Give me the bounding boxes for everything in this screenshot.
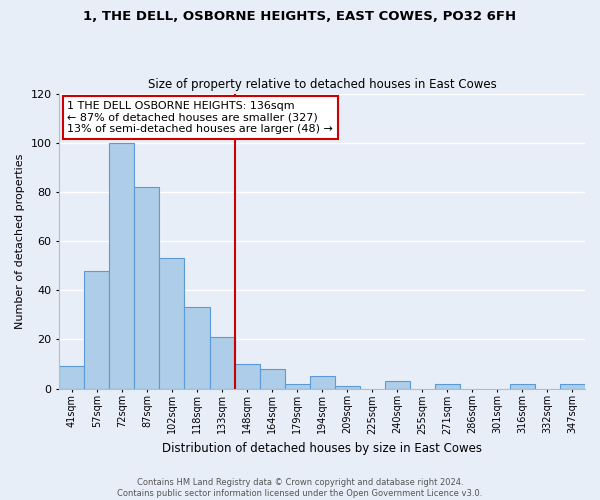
Bar	[85, 270, 109, 388]
Y-axis label: Number of detached properties: Number of detached properties	[15, 154, 25, 329]
Bar	[284, 384, 310, 388]
Bar	[160, 258, 184, 388]
Bar	[385, 381, 410, 388]
Text: 1, THE DELL, OSBORNE HEIGHTS, EAST COWES, PO32 6FH: 1, THE DELL, OSBORNE HEIGHTS, EAST COWES…	[83, 10, 517, 23]
Bar	[310, 376, 335, 388]
Text: Contains HM Land Registry data © Crown copyright and database right 2024.
Contai: Contains HM Land Registry data © Crown c…	[118, 478, 482, 498]
Bar	[134, 187, 160, 388]
Bar	[260, 369, 284, 388]
Bar	[510, 384, 535, 388]
Bar	[109, 142, 134, 388]
Text: 1 THE DELL OSBORNE HEIGHTS: 136sqm
← 87% of detached houses are smaller (327)
13: 1 THE DELL OSBORNE HEIGHTS: 136sqm ← 87%…	[67, 101, 333, 134]
X-axis label: Distribution of detached houses by size in East Cowes: Distribution of detached houses by size …	[162, 442, 482, 455]
Bar	[335, 386, 360, 388]
Bar	[59, 366, 85, 388]
Bar	[184, 308, 209, 388]
Title: Size of property relative to detached houses in East Cowes: Size of property relative to detached ho…	[148, 78, 497, 91]
Bar	[435, 384, 460, 388]
Bar	[560, 384, 585, 388]
Bar	[235, 364, 260, 388]
Bar	[209, 337, 235, 388]
